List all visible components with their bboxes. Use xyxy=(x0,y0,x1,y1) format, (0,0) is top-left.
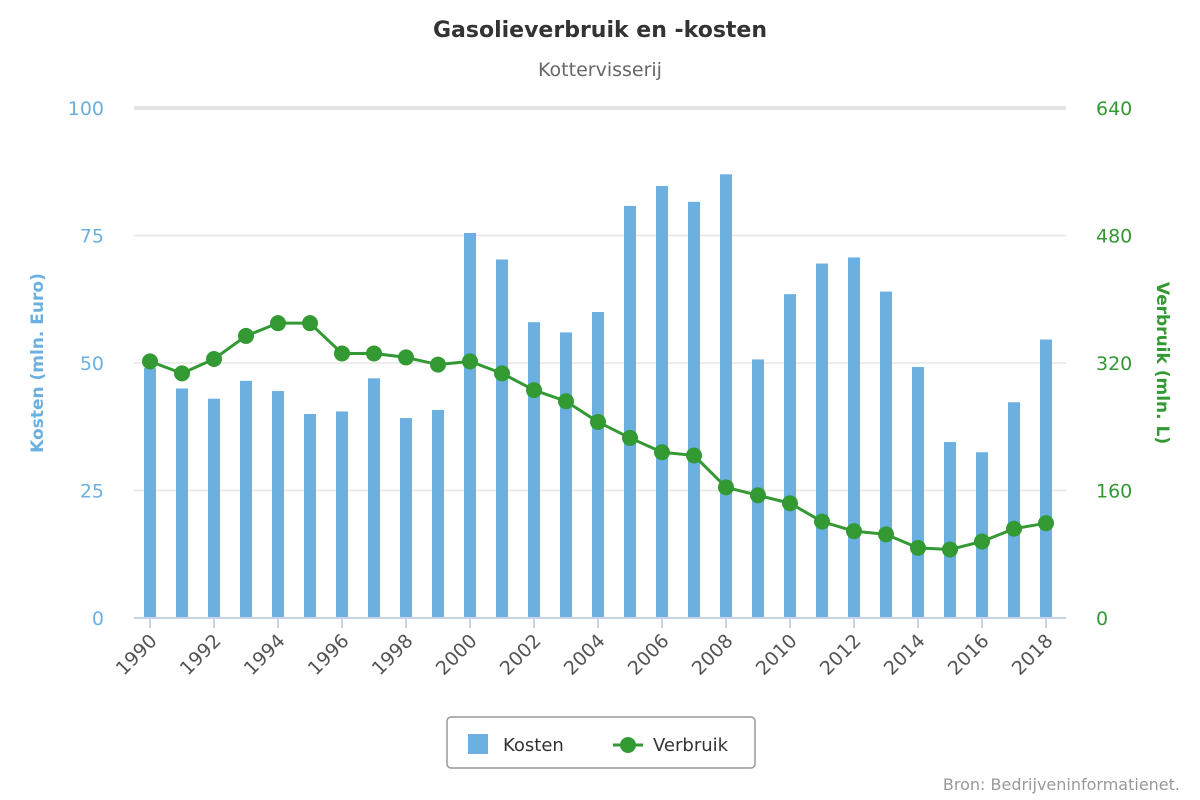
point-verbruik-2012[interactable] xyxy=(846,523,862,540)
bar-kosten-2008[interactable] xyxy=(720,174,732,619)
bar-kosten-2010[interactable] xyxy=(784,294,796,618)
bar-kosten-2001[interactable] xyxy=(496,259,508,618)
y-right-tick-label: 160 xyxy=(1096,481,1132,503)
y-left-tick-label: 75 xyxy=(80,226,104,248)
x-tick-label: 1996 xyxy=(304,630,354,680)
bar-kosten-1998[interactable] xyxy=(400,418,412,618)
y-left-tick-label: 50 xyxy=(80,353,104,375)
bar-kosten-1991[interactable] xyxy=(176,388,188,619)
point-verbruik-1992[interactable] xyxy=(206,351,222,368)
legend-swatch-kosten xyxy=(468,734,488,754)
y-right-tick-label: 480 xyxy=(1096,226,1132,248)
bar-kosten-2000[interactable] xyxy=(464,232,476,618)
bar-kosten-2014[interactable] xyxy=(912,367,924,618)
y-right-tick-label: 320 xyxy=(1096,353,1132,375)
x-axis: 1990 1992 1994 1996 1998 2000 2002 2004 2006 2008… xyxy=(112,617,1066,680)
legend-label-verbruik: Verbruik xyxy=(653,735,729,756)
point-verbruik-2004[interactable] xyxy=(590,413,606,430)
bar-kosten-2017[interactable] xyxy=(1008,402,1020,618)
y-axis-left-label: Kosten (mln. Euro) xyxy=(28,273,48,453)
y-axis-right: 0 160 320 480 640 xyxy=(1096,98,1132,630)
point-verbruik-1993[interactable] xyxy=(238,327,254,344)
chart-subtitle: Kottervisserij xyxy=(538,59,662,81)
bar-kosten-2012[interactable] xyxy=(848,257,860,618)
bar-kosten-2003[interactable] xyxy=(560,332,572,618)
x-tick-label: 2018 xyxy=(1008,630,1058,680)
point-verbruik-2007[interactable] xyxy=(686,447,702,464)
x-tick-label: 2014 xyxy=(880,630,930,680)
bar-kosten-1997[interactable] xyxy=(368,378,380,618)
line-series-verbruik xyxy=(142,315,1054,558)
point-verbruik-1996[interactable] xyxy=(334,345,350,362)
bar-kosten-1993[interactable] xyxy=(240,380,252,618)
bar-kosten-1994[interactable] xyxy=(272,391,284,618)
point-verbruik-2017[interactable] xyxy=(1006,520,1022,537)
y-right-tick-label: 0 xyxy=(1096,608,1108,630)
point-verbruik-1994[interactable] xyxy=(270,315,286,332)
bar-kosten-1996[interactable] xyxy=(336,411,348,618)
point-verbruik-2015[interactable] xyxy=(942,541,958,558)
point-verbruik-2014[interactable] xyxy=(910,539,926,556)
y-axis-right-label: Verbruik (mln. L) xyxy=(1152,282,1172,444)
x-tick-label: 1992 xyxy=(176,630,226,680)
bar-kosten-2011[interactable] xyxy=(816,263,828,618)
point-verbruik-2016[interactable] xyxy=(974,533,990,550)
x-tick-label: 2006 xyxy=(624,630,674,680)
point-verbruik-1990[interactable] xyxy=(142,353,158,370)
bar-kosten-1999[interactable] xyxy=(432,409,444,618)
x-tick-label: 1998 xyxy=(368,630,418,680)
bar-kosten-2018[interactable] xyxy=(1040,339,1052,618)
point-verbruik-2001[interactable] xyxy=(494,365,510,382)
bar-kosten-2004[interactable] xyxy=(592,312,604,618)
x-tick-label: 1990 xyxy=(112,630,162,680)
chart-title: Gasolieverbruik en -kosten xyxy=(433,18,767,43)
x-tick-label: 2010 xyxy=(752,630,802,680)
point-verbruik-1991[interactable] xyxy=(174,365,190,382)
point-verbruik-2013[interactable] xyxy=(878,526,894,543)
bar-kosten-2013[interactable] xyxy=(880,291,892,618)
x-tick-label: 2016 xyxy=(944,630,994,680)
bar-kosten-2005[interactable] xyxy=(624,205,636,619)
point-verbruik-2005[interactable] xyxy=(622,429,638,446)
bar-kosten-2006[interactable] xyxy=(656,186,668,618)
y-right-tick-label: 640 xyxy=(1096,98,1132,120)
bar-kosten-1995[interactable] xyxy=(304,414,316,618)
legend-item-kosten[interactable]: Kosten xyxy=(468,734,564,756)
point-verbruik-2009[interactable] xyxy=(750,487,766,504)
legend-box xyxy=(446,716,756,769)
point-verbruik-1997[interactable] xyxy=(366,345,382,362)
point-verbruik-2000[interactable] xyxy=(462,353,478,370)
point-verbruik-1998[interactable] xyxy=(398,349,414,366)
x-tick-label: 2004 xyxy=(560,630,610,680)
legend: Kosten Verbruik xyxy=(446,716,756,769)
x-tick-label: 1994 xyxy=(240,630,290,680)
x-tick-label: 2000 xyxy=(432,630,482,680)
x-tick-label: 2008 xyxy=(688,630,738,680)
bar-kosten-1990[interactable] xyxy=(144,368,156,618)
point-verbruik-2008[interactable] xyxy=(718,479,734,496)
legend-label-kosten: Kosten xyxy=(503,735,564,756)
bar-kosten-2002[interactable] xyxy=(528,322,540,618)
bar-kosten-2015[interactable] xyxy=(944,442,956,618)
x-tick-label: 2002 xyxy=(496,630,546,680)
point-verbruik-2006[interactable] xyxy=(654,444,670,461)
credit-text[interactable]: Bron: Bedrijveninformatienet. xyxy=(943,775,1180,794)
point-verbruik-2010[interactable] xyxy=(782,495,798,512)
point-verbruik-1995[interactable] xyxy=(302,315,318,332)
point-verbruik-2018[interactable] xyxy=(1038,515,1054,532)
y-left-tick-label: 25 xyxy=(80,481,104,503)
y-left-tick-label: 100 xyxy=(68,98,104,120)
point-verbruik-2011[interactable] xyxy=(814,513,830,530)
x-tick-label: 2012 xyxy=(816,630,866,680)
y-axis-left: 0 25 50 75 100 xyxy=(68,98,104,630)
point-verbruik-1999[interactable] xyxy=(430,356,446,373)
point-verbruik-2003[interactable] xyxy=(558,393,574,410)
bar-kosten-2007[interactable] xyxy=(688,201,700,618)
legend-swatch-marker-verbruik xyxy=(620,737,636,753)
legend-item-verbruik[interactable]: Verbruik xyxy=(613,735,729,756)
y-left-tick-label: 0 xyxy=(92,608,104,630)
bar-kosten-1992[interactable] xyxy=(208,398,220,618)
point-verbruik-2002[interactable] xyxy=(526,382,542,399)
